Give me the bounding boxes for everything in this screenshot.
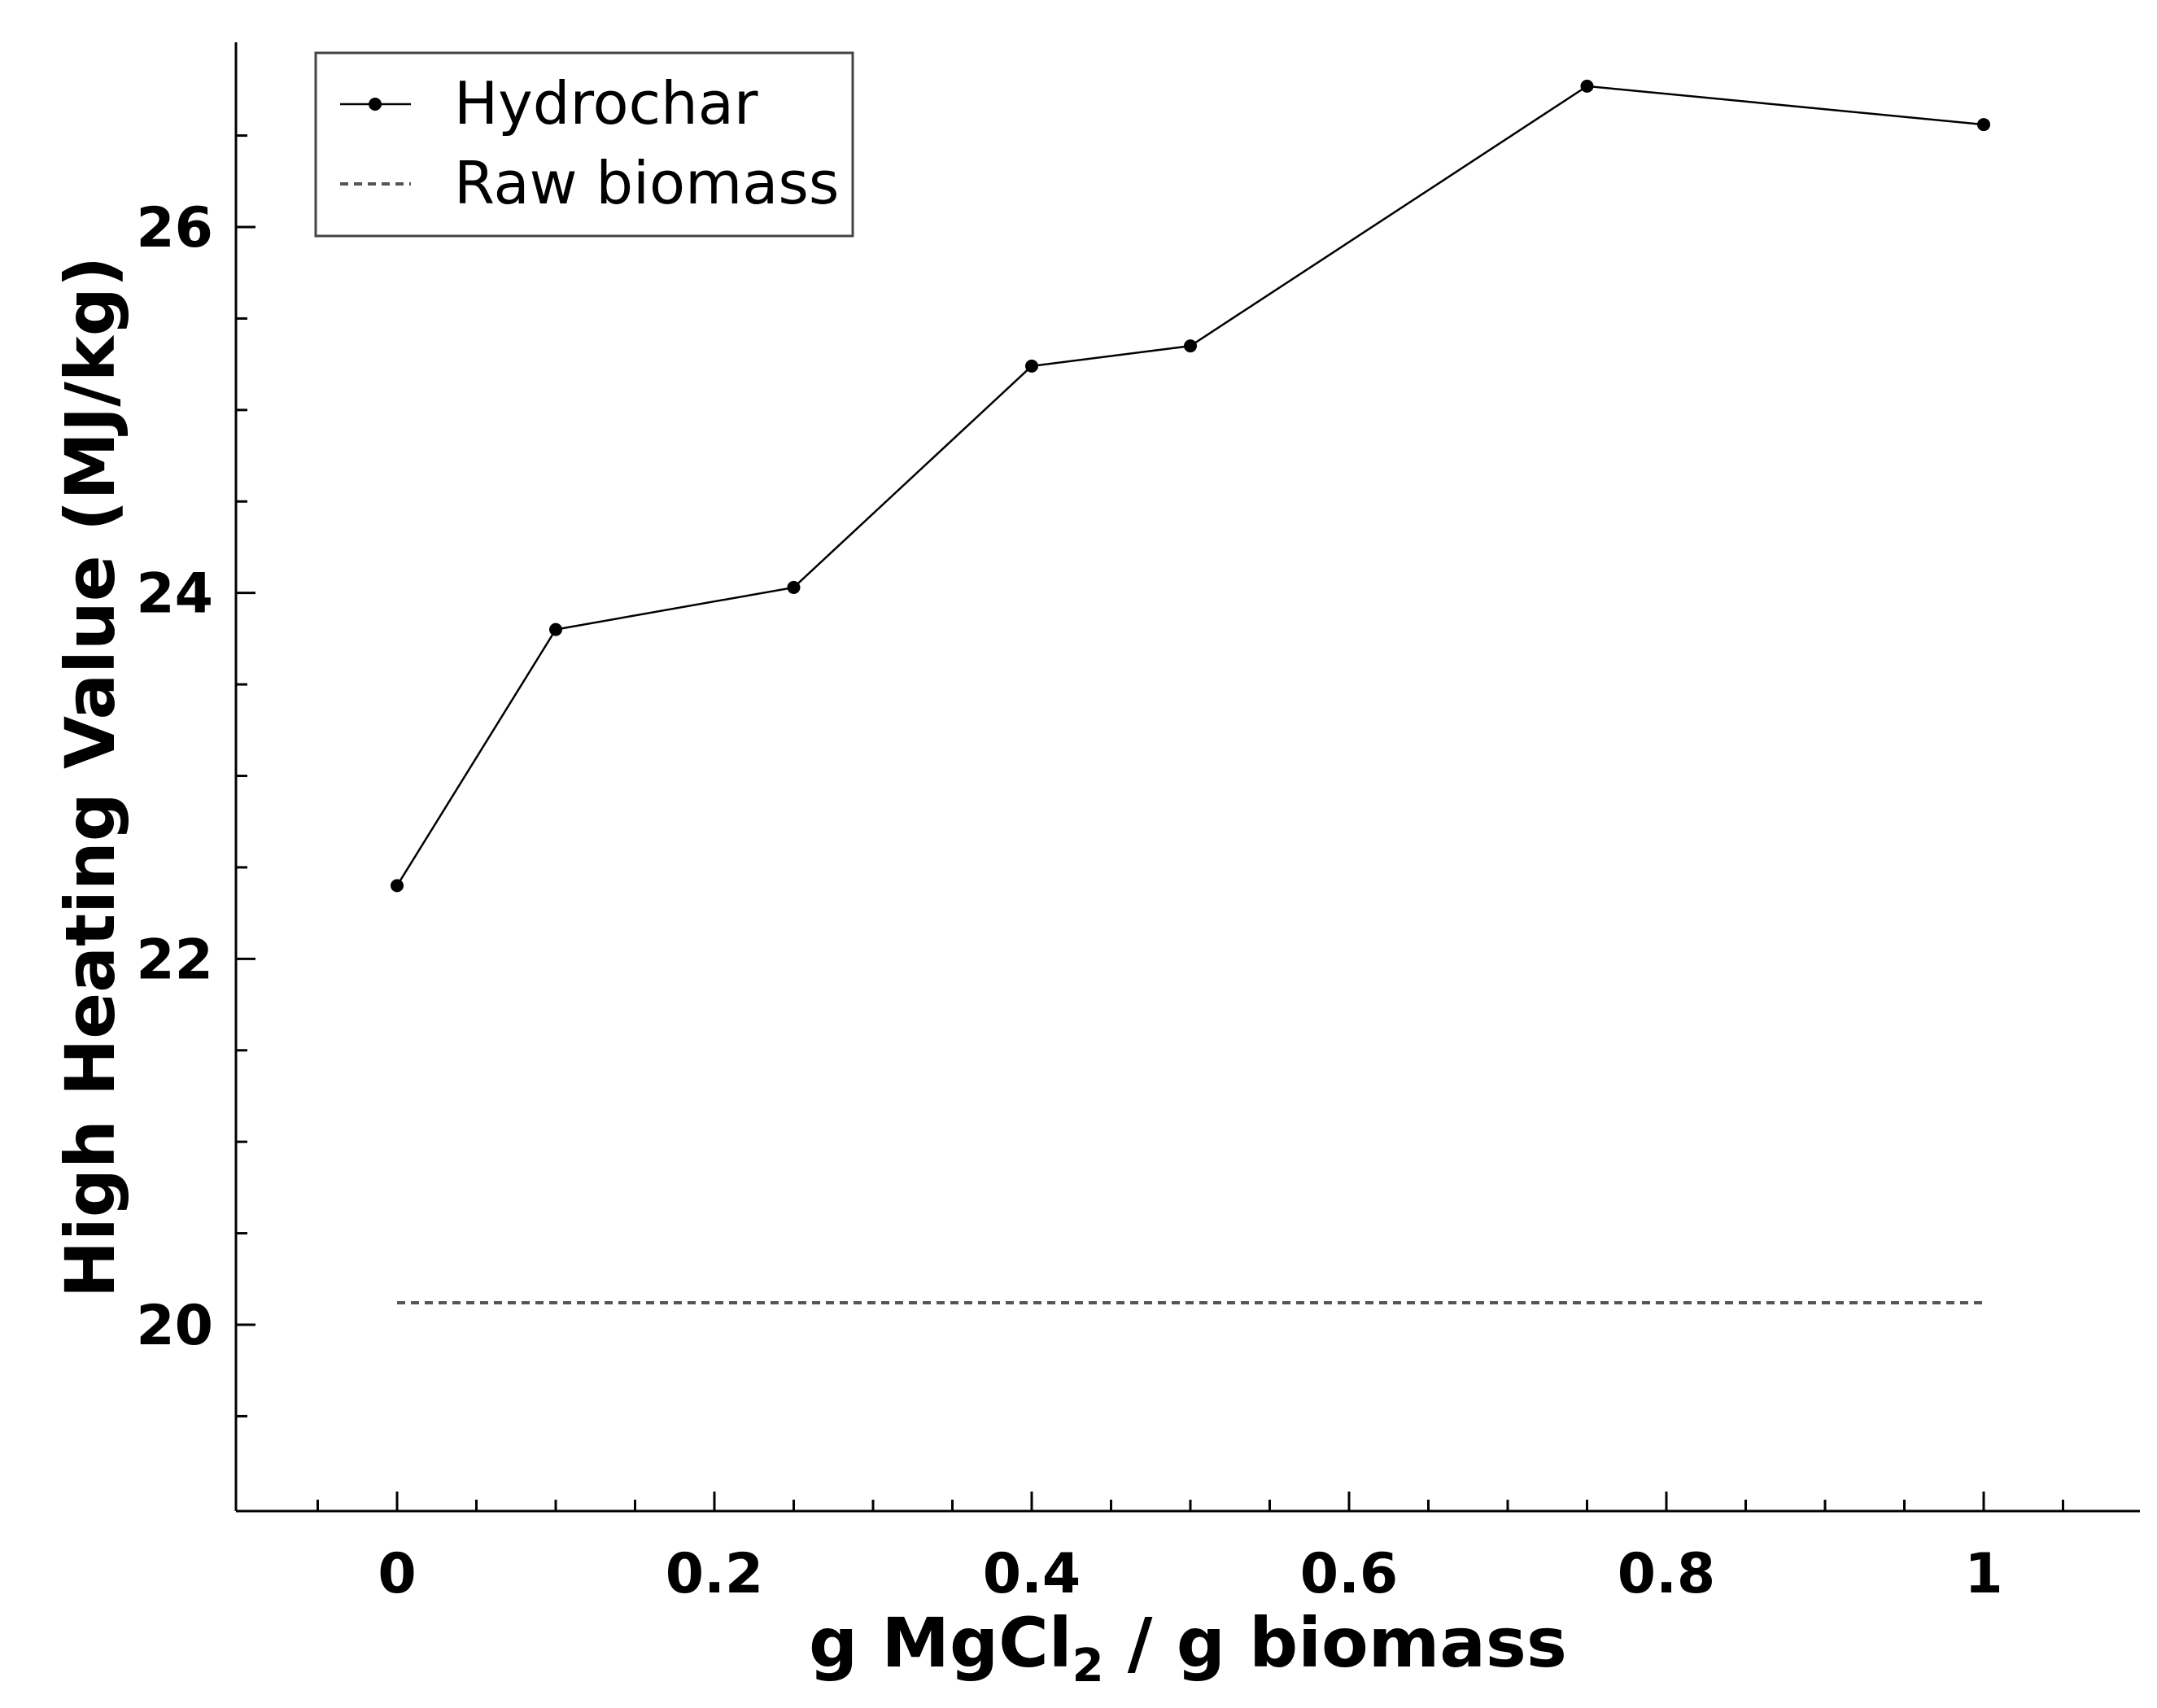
x-tick-label: 0 [378,1542,416,1606]
legend-hydrochar-marker [369,98,382,111]
x-tick-label: 0.6 [1300,1542,1398,1606]
axes [234,42,2140,1513]
legend: Hydrochar Raw biomass [314,51,854,238]
y-axis-title: High Heating Value (MJ/kg) [50,256,130,1299]
hydrochar-data-point [1025,359,1038,373]
legend-hydrochar-label: Hydrochar [454,69,758,138]
y-tick-label: 22 [136,928,213,992]
x-tick-label: 0.4 [983,1542,1081,1606]
y-tick-label: 26 [136,196,213,260]
hydrochar-data-point [391,879,404,893]
x-tick-label: 0.2 [666,1542,763,1606]
x-ticks: 0 0.2 0.4 0.6 0.8 1 [317,1492,2064,1606]
hydrochar-data-point [1184,339,1197,353]
hydrochar-data-point [787,580,801,594]
hydrochar-data-point [1977,118,1990,132]
y-tick-label: 24 [136,562,213,627]
x-axis-title-rest: / g biomass [1104,1603,1567,1683]
x-tick-label: 0.8 [1618,1542,1715,1606]
x-axis-title: g MgCl2 / g biomass [809,1603,1567,1693]
hydrochar-data-point [549,622,562,636]
x-tick-label: 1 [1964,1542,2002,1606]
series-layer [391,79,1990,1305]
legend-raw-biomass-label: Raw biomass [454,149,839,217]
hydrochar-data-point [1580,79,1594,93]
y-tick-label: 20 [136,1294,213,1358]
y-ticks: 20 22 24 26 [136,134,255,1418]
x-axis-title-main: g MgCl [809,1603,1072,1683]
legend-box [314,51,854,238]
x-axis-title-subscript: 2 [1072,1640,1104,1693]
